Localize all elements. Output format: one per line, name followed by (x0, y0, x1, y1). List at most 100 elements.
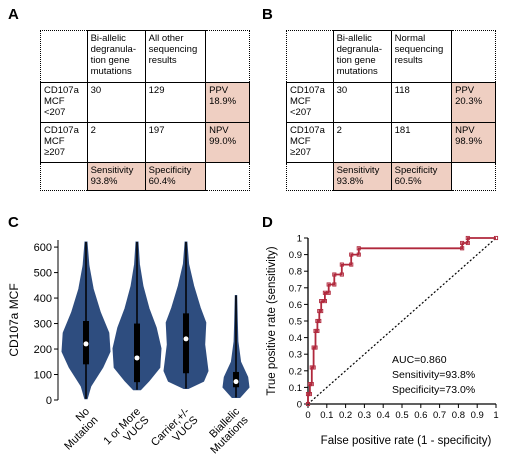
contingency-table-a: Bi-allelic degranula- tion gene mutation… (40, 30, 250, 191)
panel-letter-d: D (262, 214, 273, 231)
y-tick-label: 1 (297, 234, 302, 245)
stat-label: Sensitivity (90, 165, 134, 176)
npv-cell: NPV 99.0% (205, 122, 250, 163)
stat-label: PPV (209, 85, 229, 96)
corner-cell (205, 162, 250, 191)
roc-point (332, 272, 337, 277)
roc-point (460, 240, 465, 246)
count-cell: 197 (144, 122, 207, 163)
median-dot-3 (183, 336, 189, 342)
y-tick-label: 0.1 (289, 383, 302, 394)
specificity-cell: Specificity 60.5% (390, 162, 453, 191)
roc-point (460, 246, 465, 251)
count-cell: 118 (390, 82, 453, 123)
roc-point (309, 382, 314, 387)
x-tick-label: 0.9 (471, 410, 484, 421)
row-label: CD107a MCF <207 (286, 82, 334, 123)
roc-point (313, 345, 318, 350)
contingency-table-b: Bi-allelic degranula- tion gene mutation… (286, 30, 496, 191)
corner-cell (40, 162, 88, 191)
roc-point (322, 290, 327, 295)
panel-letter-a: A (8, 6, 19, 23)
median-dot-2 (134, 355, 140, 361)
x-tick-label: 0.8 (452, 410, 465, 421)
header-cell: Bi-allelic degranula- tion gene mutation… (332, 30, 392, 83)
median-dot-1 (83, 341, 89, 347)
panel-letter-c: C (8, 214, 19, 231)
iqr-box-3 (183, 313, 189, 374)
sensitivity-cell: Sensitivity 93.8% (332, 162, 392, 191)
count-cell: 2 (86, 122, 146, 163)
count-cell: 181 (390, 122, 453, 163)
roc-point (349, 262, 354, 267)
roc-point (465, 235, 470, 241)
y-tick-label: 500 (34, 268, 52, 280)
roc-point (322, 299, 327, 304)
sensitivity-annotation: Sensitivity=93.8% (392, 369, 475, 381)
stat-label: Specificity (394, 165, 438, 176)
y-tick-label: 200 (34, 344, 52, 356)
y-tick-label: 0.5 (289, 317, 302, 328)
stat-label: Specificity (148, 165, 192, 176)
roc-point (319, 308, 324, 314)
roc-point (311, 365, 316, 370)
y-tick-label: 0 (297, 400, 302, 411)
roc-markers (305, 235, 499, 407)
y-tick-label: 0.7 (289, 283, 302, 294)
count-cell: 30 (86, 82, 146, 123)
corner-cell (286, 30, 334, 83)
roc-point (326, 290, 331, 295)
y-tick-label: 0.4 (289, 333, 302, 344)
corner-cell (205, 30, 250, 83)
y-tick-label: 600 (34, 242, 52, 254)
stat-label: NPV (209, 125, 229, 136)
roc-point (356, 246, 361, 251)
roc-point (332, 282, 337, 287)
count-cell: 129 (144, 82, 207, 123)
x-axis-label: False positive rate (1 - specificity) (321, 435, 492, 447)
iqr-box-2 (134, 323, 140, 383)
chance-diagonal (307, 237, 497, 405)
roc-chart: 0 0.1 0.2 0.3 0.4 0.5 0.6 0.7 0.8 0.9 1 0 0.1 0.2 0.3 0… (266, 234, 499, 448)
x-tick-label: 1 (493, 410, 498, 421)
roc-point (305, 401, 311, 407)
roc-point (317, 318, 322, 324)
count-cell: 30 (332, 82, 392, 123)
y-tick-label: 400 (34, 293, 52, 305)
stat-value: 93.8% (336, 176, 364, 187)
roc-point (349, 252, 354, 257)
roc-point (307, 391, 312, 397)
stat-value: 99.0% (209, 136, 237, 147)
header-cell: Bi-allelic degranula- tion gene mutation… (86, 30, 146, 83)
y-tick-label: 0.2 (289, 366, 302, 377)
stat-value: 60.5% (394, 176, 422, 187)
specificity-cell: Specificity 60.4% (144, 162, 207, 191)
violins (61, 241, 250, 400)
stat-value: 93.8% (90, 176, 118, 187)
corner-cell (451, 162, 496, 191)
x-tick-label: 0.4 (377, 410, 390, 421)
y-axis: 0 100 200 300 400 500 600 (34, 240, 59, 407)
roc-point (339, 262, 344, 267)
y-tick-label: 0.9 (289, 250, 302, 261)
roc-point (319, 299, 324, 304)
stat-value: 98.9% (455, 136, 483, 147)
corner-cell (451, 30, 496, 83)
stat-label: Sensitivity (336, 165, 380, 176)
x-tick-label: 0.3 (358, 410, 371, 421)
corner-cell (40, 30, 88, 83)
roc-point (356, 252, 361, 257)
npv-cell: NPV 98.9% (451, 122, 496, 163)
x-tick-label: 0.2 (339, 410, 352, 421)
roc-point (465, 240, 470, 246)
x-tick-label: 0.5 (395, 410, 408, 421)
corner-cell (286, 162, 334, 191)
roc-point (339, 272, 344, 277)
y-tick-label: 300 (34, 319, 52, 331)
auc-annotation: AUC=0.860 (392, 354, 447, 366)
y-tick-label: 0.8 (289, 267, 302, 278)
